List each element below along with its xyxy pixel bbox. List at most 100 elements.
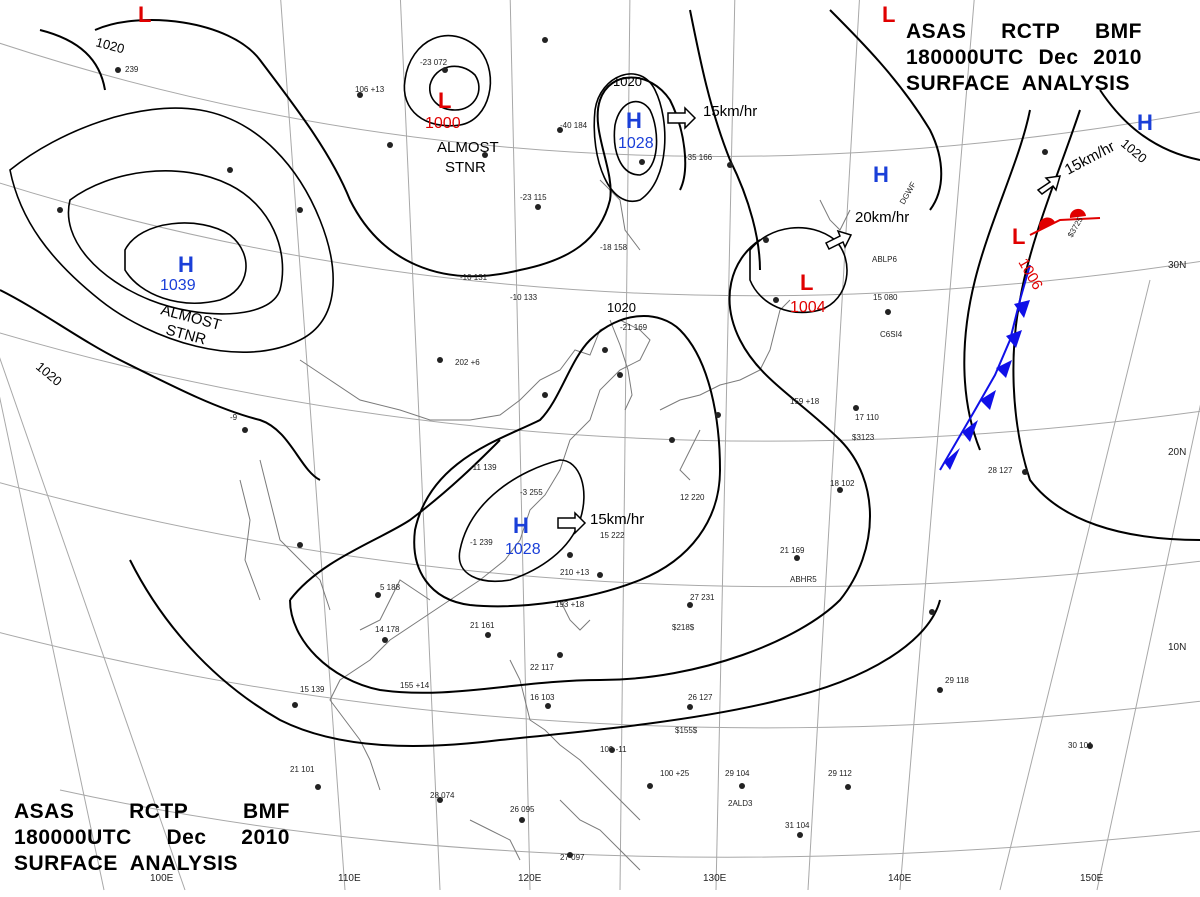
- svg-text:18 102: 18 102: [830, 479, 855, 488]
- lat-label: 10N: [1168, 642, 1186, 653]
- svg-text:29 112: 29 112: [828, 769, 852, 778]
- low-marks-edge: L L: [138, 2, 895, 27]
- svg-text:15 139: 15 139: [300, 685, 325, 694]
- svg-text:159 +18: 159 +18: [790, 397, 820, 406]
- lon-label: 140E: [888, 873, 912, 884]
- svg-text:31 104: 31 104: [785, 821, 810, 830]
- isobar: [39, 29, 106, 91]
- svg-text:-10 133: -10 133: [510, 293, 538, 302]
- isobar: [749, 226, 848, 314]
- svg-text:STNR: STNR: [445, 159, 486, 176]
- svg-text:210 +13: 210 +13: [560, 568, 590, 577]
- header-station: RCTP: [129, 800, 189, 823]
- svg-text:106 +13: 106 +13: [355, 85, 385, 94]
- isobar: [593, 73, 666, 203]
- motion-arrows: [557, 106, 1062, 535]
- station-id: $218$: [672, 623, 695, 632]
- header-code: BMF: [243, 800, 290, 823]
- header-title: SURFACE ANALYSIS: [906, 72, 1130, 95]
- svg-text:L: L: [138, 2, 151, 27]
- isobars: [0, 9, 1200, 747]
- isobar: [67, 170, 284, 315]
- isobar: [289, 439, 501, 601]
- svg-text:100 +25: 100 +25: [660, 769, 690, 778]
- header-code: BMF: [1095, 20, 1142, 43]
- lon-label: 150E: [1080, 873, 1104, 884]
- svg-text:193 +18: 193 +18: [555, 600, 585, 609]
- isobar: [0, 289, 321, 481]
- low-center-1000: L 1000 ALMOST STNR: [425, 88, 499, 176]
- svg-text:H: H: [178, 252, 194, 277]
- lon-label: 110E: [338, 873, 361, 884]
- svg-text:-3 255: -3 255: [520, 488, 543, 497]
- motion-label: 15km/hr: [703, 103, 757, 120]
- lon-label: 100E: [150, 873, 174, 884]
- svg-text:26 127: 26 127: [688, 693, 713, 702]
- station-id: $155$: [675, 726, 698, 735]
- isobar: [429, 65, 480, 111]
- pressure-value: 1028: [618, 135, 654, 152]
- isobar: [1012, 109, 1200, 541]
- svg-text:L: L: [1012, 224, 1025, 249]
- isobar: [963, 109, 1031, 451]
- svg-text:155 +14: 155 +14: [400, 681, 430, 690]
- header-agency: ASAS: [14, 800, 75, 823]
- isobar: [458, 459, 585, 582]
- chart-header-top-right: ASAS RCTP BMF 180000UTC Dec 2010 SURFACE…: [906, 19, 1142, 97]
- svg-text:21 169: 21 169: [780, 546, 805, 555]
- svg-text:109 -11: 109 -11: [600, 745, 627, 754]
- svg-text:-18 158: -18 158: [600, 243, 628, 252]
- isobar: [413, 315, 722, 608]
- isobar: [289, 239, 871, 694]
- svg-text:H: H: [873, 162, 889, 187]
- header-time: 180000UTC: [14, 826, 132, 849]
- longitude-labels: 100E 110E 120E 130E 140E 150E: [150, 873, 1104, 884]
- svg-text:22 117: 22 117: [530, 663, 554, 672]
- lon-label: 130E: [703, 873, 727, 884]
- pressure-value: 1004: [790, 299, 826, 316]
- svg-text:-21 169: -21 169: [620, 323, 648, 332]
- svg-text:-35 166: -35 166: [685, 153, 713, 162]
- svg-text:-10 131: -10 131: [460, 273, 488, 282]
- pressure-value: 1000: [425, 115, 461, 132]
- isobar: [129, 559, 941, 747]
- station-id: C6SI4: [880, 330, 903, 339]
- isobar: [829, 9, 943, 211]
- svg-text:28 074: 28 074: [430, 791, 455, 800]
- motion-label: 15km/hr: [590, 511, 644, 528]
- header-year: 2010: [1093, 46, 1142, 69]
- isobar: [689, 9, 761, 271]
- lat-label: 20N: [1168, 447, 1186, 458]
- svg-text:12 220: 12 220: [680, 493, 705, 502]
- svg-text:30 101: 30 101: [1068, 741, 1093, 750]
- header-station: RCTP: [1001, 20, 1061, 43]
- station-id: $3123: [852, 433, 875, 442]
- svg-text:H: H: [1137, 110, 1153, 135]
- lon-label: 120E: [518, 873, 542, 884]
- svg-text:L: L: [882, 2, 895, 27]
- svg-text:L: L: [800, 270, 813, 295]
- svg-text:29 118: 29 118: [945, 676, 969, 685]
- svg-text:-23 115: -23 115: [520, 193, 547, 202]
- isobar: [124, 222, 247, 304]
- pressure-value: 1039: [160, 277, 196, 294]
- svg-text:202 +6: 202 +6: [455, 358, 480, 367]
- latitude-labels: 30N 20N 10N: [1168, 260, 1186, 653]
- svg-text:26 095: 26 095: [510, 805, 535, 814]
- chart-header-bottom-left: ASAS RCTP BMF 180000UTC Dec 2010 SURFACE…: [14, 799, 290, 877]
- warm-front: [1029, 208, 1101, 236]
- station-plots: [57, 37, 1093, 858]
- header-agency: ASAS: [906, 20, 967, 43]
- svg-text:29 104: 29 104: [725, 769, 750, 778]
- station-id: 2ALD3: [728, 799, 753, 808]
- isobar: [613, 100, 658, 176]
- svg-text:239: 239: [125, 65, 139, 74]
- header-month: Dec: [1038, 46, 1079, 69]
- header-month: Dec: [166, 826, 207, 849]
- svg-text:H: H: [626, 108, 642, 133]
- svg-text:5 188: 5 188: [380, 583, 401, 592]
- svg-text:-1 239: -1 239: [470, 538, 493, 547]
- svg-text:L: L: [438, 88, 451, 113]
